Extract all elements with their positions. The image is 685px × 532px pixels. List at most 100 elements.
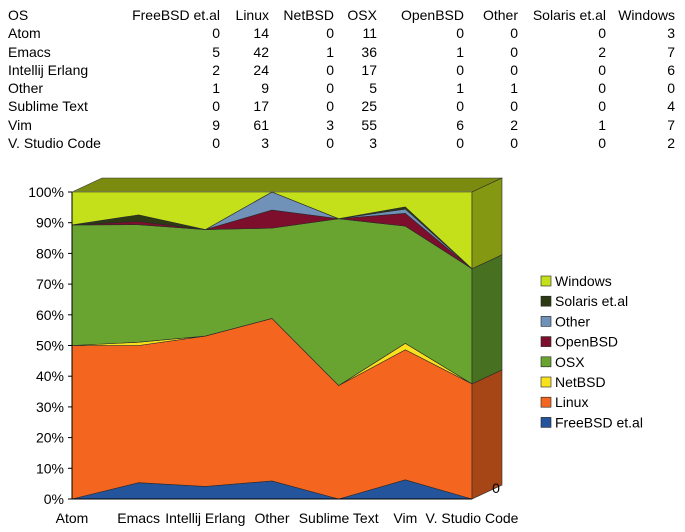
header-netbsd: NetBSD — [283, 7, 334, 23]
table-cell: 0 — [212, 25, 220, 42]
x-axis-tick-labels: Atom Emacs Intellij Erlang Other Sublime Tex… — [56, 510, 519, 526]
row-label: Other — [8, 80, 44, 97]
table-cell: 0 — [510, 98, 518, 115]
table-cell: 1 — [456, 80, 464, 97]
side-face-osx — [471, 254, 503, 385]
table-cell: 5 — [369, 80, 377, 97]
table-cell: 7 — [667, 43, 675, 60]
table-cell: 1 — [212, 80, 220, 97]
x-tick-label: Sublime Text — [299, 510, 379, 526]
legend-label: FreeBSD et.al — [555, 414, 643, 430]
legend-label: Windows — [555, 273, 612, 289]
table-cell: 0 — [598, 61, 606, 78]
table-cell: 0 — [456, 61, 464, 78]
legend-label: Solaris et.al — [555, 293, 628, 309]
row-label: Atom — [8, 25, 41, 42]
y-tick-label: 70% — [36, 276, 64, 292]
table-cell: 42 — [253, 43, 269, 60]
table-cell: 0 — [598, 135, 606, 152]
row-label: Sublime Text — [8, 98, 88, 115]
side-face-windows — [471, 177, 503, 270]
legend-swatch — [540, 316, 552, 327]
legend-swatch — [540, 376, 552, 388]
header-openbsd: OpenBSD — [400, 7, 464, 23]
y-tick-label: 90% — [36, 215, 64, 231]
table-cell: 0 — [456, 98, 464, 115]
legend-swatch — [540, 275, 552, 287]
table-cell: 0 — [326, 80, 334, 97]
table-body: Atom 0 14 0 11 0 0 0 3 Emacs 5 42 1 36 1 0 2 7 Intellij … — [8, 24, 675, 152]
table-cell: 2 — [667, 135, 675, 152]
header-freebsd: FreeBSD et.al — [132, 7, 220, 23]
table-cell: 1 — [326, 43, 334, 60]
table-row: Vim 9 61 3 55 6 2 1 7 — [8, 116, 675, 134]
legend-label: Other — [555, 313, 590, 329]
table-cell: 0 — [510, 43, 518, 60]
row-label: Vim — [8, 116, 32, 133]
table-cell: 6 — [456, 116, 464, 133]
table-cell: 0 — [667, 80, 675, 97]
x-tick-label: Intellij Erlang — [165, 510, 245, 526]
y-tick-label: 60% — [36, 307, 64, 323]
legend-swatch — [540, 396, 552, 408]
table-cell: 55 — [361, 116, 377, 133]
row-label: V. Studio Code — [8, 135, 101, 152]
table-cell: 1 — [510, 80, 518, 97]
table-cell: 3 — [326, 116, 334, 133]
chart-axes — [68, 191, 472, 500]
header-os: OS — [8, 7, 29, 23]
table-cell: 2 — [212, 61, 220, 78]
row-label: Emacs — [8, 43, 51, 60]
table-header-row: OS FreeBSD et.al Linux NetBSD OSX OpenBS… — [8, 6, 675, 24]
x-tick-label: Emacs — [117, 510, 160, 526]
table-cell: 0 — [510, 25, 518, 42]
table-cell: 25 — [361, 98, 377, 115]
y-tick-label: 80% — [36, 245, 64, 261]
table-cell: 0 — [598, 98, 606, 115]
table-cell: 1 — [456, 43, 464, 60]
header-other: Other — [482, 7, 518, 23]
x-tick-label: Atom — [56, 510, 89, 526]
table-cell: 9 — [261, 80, 269, 97]
row-label: Intellij Erlang — [8, 61, 89, 78]
legend-swatch — [540, 336, 552, 347]
chart-areas — [71, 191, 473, 500]
chart-top-face — [71, 177, 503, 193]
table-cell: 7 — [667, 116, 675, 133]
header-linux: Linux — [235, 7, 269, 23]
legend-label: OpenBSD — [555, 334, 618, 350]
side-tick-label: 0 — [492, 480, 500, 496]
table-cell: 0 — [598, 80, 606, 97]
table-cell: 14 — [253, 25, 269, 42]
table-cell: 17 — [361, 61, 377, 78]
table-cell: 0 — [598, 25, 606, 42]
table-cell: 0 — [326, 135, 334, 152]
table-cell: 0 — [212, 135, 220, 152]
legend-label: Linux — [555, 394, 588, 410]
chart-legend: Windows Solaris et.al Other OpenBSD OSX NetBS… — [540, 273, 643, 430]
table-cell: 1 — [598, 116, 606, 133]
table-cell: 6 — [667, 61, 675, 78]
table-cell: 3 — [261, 135, 269, 152]
table-row: Other 1 9 0 5 1 1 0 0 — [8, 79, 675, 97]
table-row: V. Studio Code 0 3 0 3 0 0 0 2 — [8, 134, 675, 152]
table-cell: 0 — [326, 98, 334, 115]
table-cell: 2 — [510, 116, 518, 133]
header-windows: Windows — [618, 7, 675, 23]
table-cell: 0 — [456, 135, 464, 152]
table-cell: 9 — [212, 116, 220, 133]
x-tick-label: Vim — [393, 510, 417, 526]
x-tick-label: V. Studio Code — [426, 510, 519, 526]
y-tick-label: 40% — [36, 368, 64, 384]
y-axis-tick-labels: 0% 10% 20% 30% 40% 50% 60% 70% 80% 90% 100% — [28, 184, 64, 507]
table-cell: 61 — [253, 116, 269, 133]
legend-swatch — [540, 295, 552, 307]
table-cell: 17 — [253, 98, 269, 115]
chart-back-wall — [71, 177, 503, 193]
table-cell: 0 — [510, 135, 518, 152]
x-tick-label: Other — [254, 510, 289, 526]
y-tick-label: 30% — [36, 399, 64, 415]
header-osx: OSX — [347, 7, 377, 23]
y-tick-label: 0% — [44, 491, 64, 507]
